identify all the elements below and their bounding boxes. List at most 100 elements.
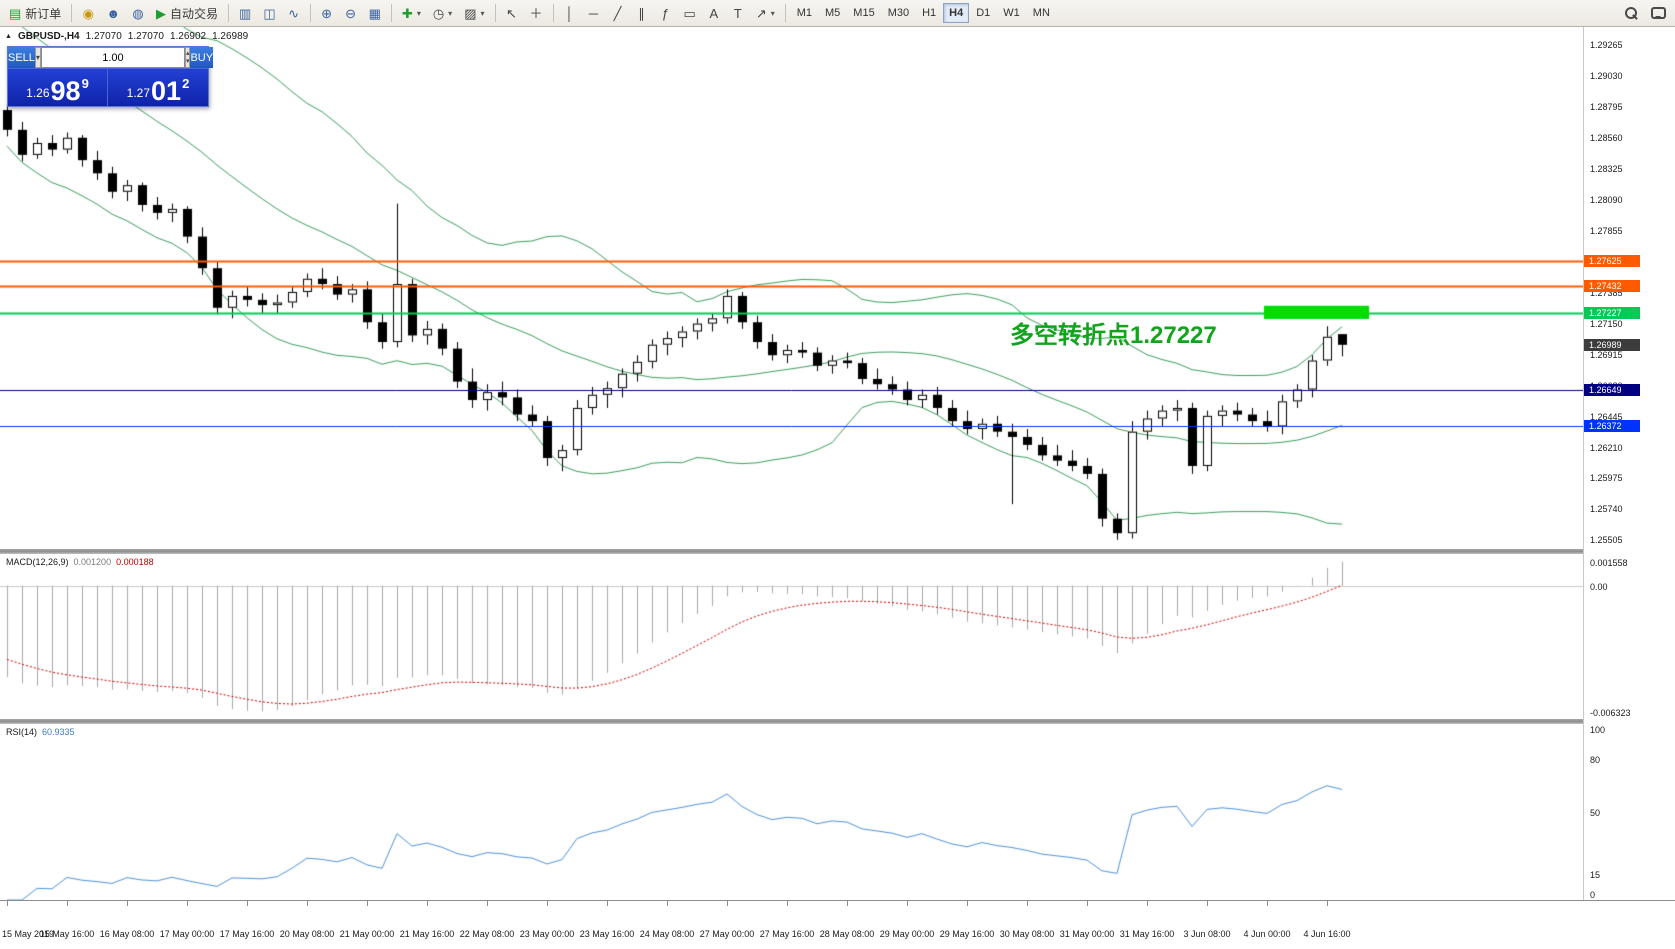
zoom-in-button[interactable]: ⊕ xyxy=(316,2,338,24)
main-chart-canvas[interactable] xyxy=(0,27,1583,549)
toolbar-separator xyxy=(494,4,496,22)
timeframe-button-M5[interactable]: M5 xyxy=(825,7,841,19)
stepper-up-icon: ▴ xyxy=(185,49,190,57)
rsi-scale-level: 15 xyxy=(1590,869,1601,880)
dropdown-arrow-icon: ▾ xyxy=(448,8,453,18)
arrows-button[interactable]: ↗ ▾ xyxy=(751,2,780,24)
templates-button[interactable]: ▨ ▾ xyxy=(459,2,489,24)
search-button[interactable] xyxy=(1619,2,1644,24)
time-axis-label: 23 May 00:00 xyxy=(519,929,575,939)
tile-windows-button[interactable]: ▦ xyxy=(364,2,386,24)
time-axis-label: 20 May 08:00 xyxy=(279,929,335,939)
rsi-scale-level: 100 xyxy=(1590,725,1606,735)
timeframe-button-M30[interactable]: M30 xyxy=(887,7,910,19)
crosshair-button[interactable]: ＋ xyxy=(525,2,548,24)
timeframe-button-M1[interactable]: M1 xyxy=(796,7,813,19)
price-tick: 1.29265 xyxy=(1590,39,1623,50)
volume-input[interactable] xyxy=(40,47,185,68)
sell-button[interactable]: SELL xyxy=(8,47,35,68)
bid-pip-digit: 9 xyxy=(81,76,89,91)
indicators-button[interactable]: ✚ ▾ xyxy=(397,2,426,24)
bar-chart-button[interactable]: ▥ xyxy=(234,2,256,24)
symbol-label: GBPUSD-,H4 xyxy=(17,31,80,42)
periods-button[interactable]: ◷ ▾ xyxy=(428,2,457,24)
line-chart-icon: ∿ xyxy=(288,5,300,21)
timeframe-button-M15[interactable]: M15 xyxy=(853,7,875,19)
macd-panel-canvas[interactable] xyxy=(0,554,1583,719)
time-axis-tick xyxy=(907,901,908,906)
autotrade-icon: ▶ xyxy=(156,5,166,21)
time-axis-tick xyxy=(307,901,308,906)
price-scale[interactable]: 1.29265 1.29030 1.28795 1.28560 1.28325 1.280… xyxy=(1583,27,1675,900)
price-tick: 1.27855 xyxy=(1590,225,1623,236)
toolbar-separator xyxy=(552,4,554,22)
timeframe-button-H4[interactable]: H4 xyxy=(943,3,970,23)
price-tick: 1.26445 xyxy=(1590,411,1623,422)
new-order-button[interactable]: ▤ 新订单 xyxy=(4,2,66,24)
panel-divider[interactable] xyxy=(0,549,1675,554)
price-tick: 1.26210 xyxy=(1590,442,1623,453)
time-axis-tick xyxy=(1087,901,1088,906)
time-axis-label: 29 May 16:00 xyxy=(939,929,995,939)
fibonacci-button[interactable]: ƒ xyxy=(655,2,677,24)
line-chart-button[interactable]: ∿ xyxy=(283,2,305,24)
text-label-button[interactable]: T xyxy=(727,2,749,24)
rsi-label: RSI(14) 60.9335 xyxy=(6,727,75,737)
price-tick: 1.28560 xyxy=(1590,132,1623,143)
one-click-toggle[interactable]: ▲ xyxy=(5,33,12,40)
timeframe-button-MN[interactable]: MN xyxy=(1032,7,1050,19)
text-button[interactable]: A xyxy=(703,2,725,24)
cursor-button[interactable]: ↖ xyxy=(501,2,523,24)
current-price-tag: 1.26989 xyxy=(1584,338,1640,351)
timeframe-button-D1[interactable]: D1 xyxy=(976,7,991,19)
bid-price-button[interactable]: 1.26 98 9 xyxy=(8,69,108,106)
community-button[interactable]: ◍ xyxy=(127,2,149,24)
panel-divider[interactable] xyxy=(0,719,1675,724)
one-click-trade-panel: SELL ▾ ▴ ▾ BUY 1.26 98 9 1.27 01 2 xyxy=(7,46,214,107)
zoom-out-button[interactable]: ⊖ xyxy=(340,2,362,24)
candlestick-chart-icon: ◫ xyxy=(263,5,276,21)
time-axis-label: 4 Jun 16:00 xyxy=(1303,929,1351,939)
profile-button[interactable]: ☻ xyxy=(101,2,125,24)
vertical-line-button[interactable]: │ xyxy=(559,2,581,24)
macd-scale-min: -0.006323 xyxy=(1590,707,1631,718)
shapes-button[interactable]: ▭ xyxy=(679,2,701,24)
time-axis-tick xyxy=(487,901,488,906)
chat-button[interactable] xyxy=(1646,2,1671,24)
level-price-tag: 1.26649 xyxy=(1584,383,1640,396)
time-axis-label: 4 Jun 00:00 xyxy=(1243,929,1291,939)
rsi-panel-canvas[interactable] xyxy=(0,724,1583,900)
price-tick: 1.25975 xyxy=(1590,473,1623,484)
toolbar-separator xyxy=(390,4,392,22)
time-axis-tick xyxy=(247,901,248,906)
time-axis-label: 15 May 16:00 xyxy=(39,929,95,939)
ask-price-button[interactable]: 1.27 01 2 xyxy=(108,69,208,106)
horizontal-line-button[interactable]: ─ xyxy=(583,2,605,24)
toolbar-separator xyxy=(309,4,311,22)
timeframe-button-H1[interactable]: H1 xyxy=(922,7,937,19)
templates-icon: ▨ xyxy=(464,5,477,21)
price-tick: 1.28795 xyxy=(1590,101,1623,112)
buy-button[interactable]: BUY xyxy=(190,47,214,68)
channel-icon: ∥ xyxy=(638,5,645,21)
time-axis-label: 24 May 08:00 xyxy=(639,929,695,939)
bar-chart-icon: ▥ xyxy=(239,5,252,21)
vertical-line-icon: │ xyxy=(565,5,574,21)
candlestick-chart-button[interactable]: ◫ xyxy=(258,2,280,24)
autotrade-button[interactable]: ▶ 自动交易 xyxy=(151,2,223,24)
channel-button[interactable]: ∥ xyxy=(631,2,653,24)
market-button[interactable]: ◉ xyxy=(77,2,99,24)
volume-stepper[interactable]: ▴ ▾ xyxy=(184,47,191,68)
time-axis-label: 21 May 16:00 xyxy=(399,929,455,939)
time-axis[interactable]: 15 May 2019 15 May 16:00 16 May 08:00 17 Ma… xyxy=(0,900,1675,949)
trendline-button[interactable]: ╱ xyxy=(607,2,629,24)
ohlc-low: 1.26902 xyxy=(169,31,207,42)
volume-dropdown-button[interactable]: ▾ xyxy=(34,47,41,68)
community-icon: ◍ xyxy=(132,5,144,21)
time-axis-label: 23 May 16:00 xyxy=(579,929,635,939)
arrows-icon: ↗ xyxy=(755,5,767,21)
price-tick: 1.27150 xyxy=(1590,318,1623,329)
time-axis-tick xyxy=(787,901,788,906)
timeframe-button-W1[interactable]: W1 xyxy=(1003,7,1020,19)
ask-pip-digit: 2 xyxy=(182,76,190,91)
